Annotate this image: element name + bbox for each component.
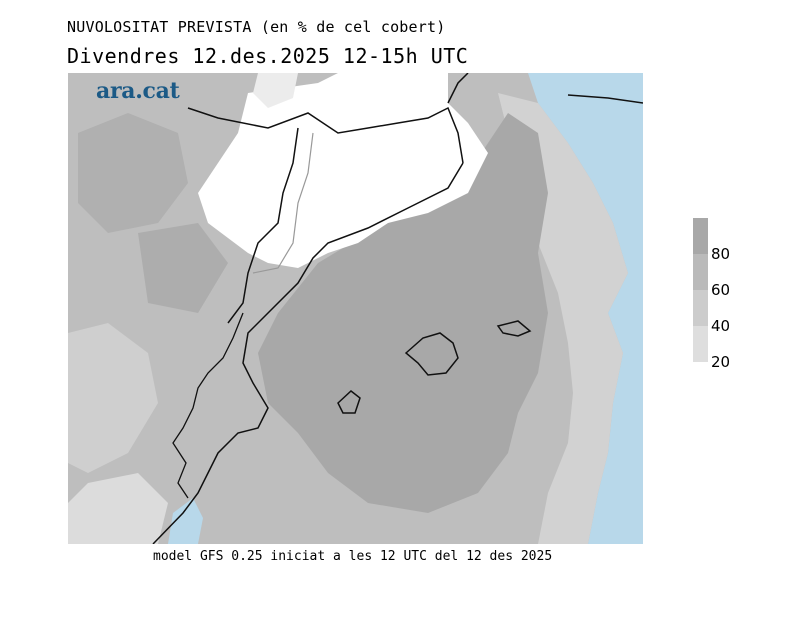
cloud-patch-west: [78, 113, 188, 233]
border-line-west: [227, 127, 299, 324]
sea-area-southwest: [168, 498, 203, 544]
cloud-patch-west-2: [138, 223, 228, 313]
cloud-patch-south: [68, 473, 168, 544]
region-border: [252, 132, 314, 274]
island-menorca: [496, 320, 532, 337]
sea-area-east: [528, 73, 643, 544]
forecast-datetime: Divendres 12.des.2025 12-15h UTC: [67, 44, 469, 68]
coastline: [152, 73, 469, 544]
legend-colorbar: [693, 218, 708, 362]
border-line-north: [187, 106, 464, 164]
brand-logo[interactable]: ara.cat: [96, 78, 180, 104]
legend-tick-40: 40: [711, 317, 731, 335]
legend-tick-60: 60: [711, 281, 731, 299]
legend-swatch-40: [693, 326, 708, 362]
legend-tick-20: 20: [711, 353, 731, 371]
legend-swatch-80: [693, 254, 708, 290]
clear-sky-area: [198, 73, 488, 268]
island-mallorca: [404, 332, 459, 376]
legend-tick-80: 80: [711, 245, 731, 263]
model-info-footer: model GFS 0.25 iniciat a les 12 UTC del …: [153, 549, 553, 564]
border-line-south: [172, 312, 244, 499]
coastline-france: [567, 94, 643, 104]
map-title: NUVOLOSITAT PREVISTA (en % de cel cobert…: [67, 18, 446, 36]
cloud-patch-north: [253, 73, 298, 108]
legend-swatch-60: [693, 290, 708, 326]
legend-swatch-100: [693, 218, 708, 254]
cloud-cover-map: [68, 73, 643, 544]
cloud-patch-southwest: [68, 323, 158, 473]
island-eivissa: [337, 390, 361, 414]
cloud-band-dark: [258, 113, 548, 513]
cloud-cover-field: [68, 73, 643, 544]
